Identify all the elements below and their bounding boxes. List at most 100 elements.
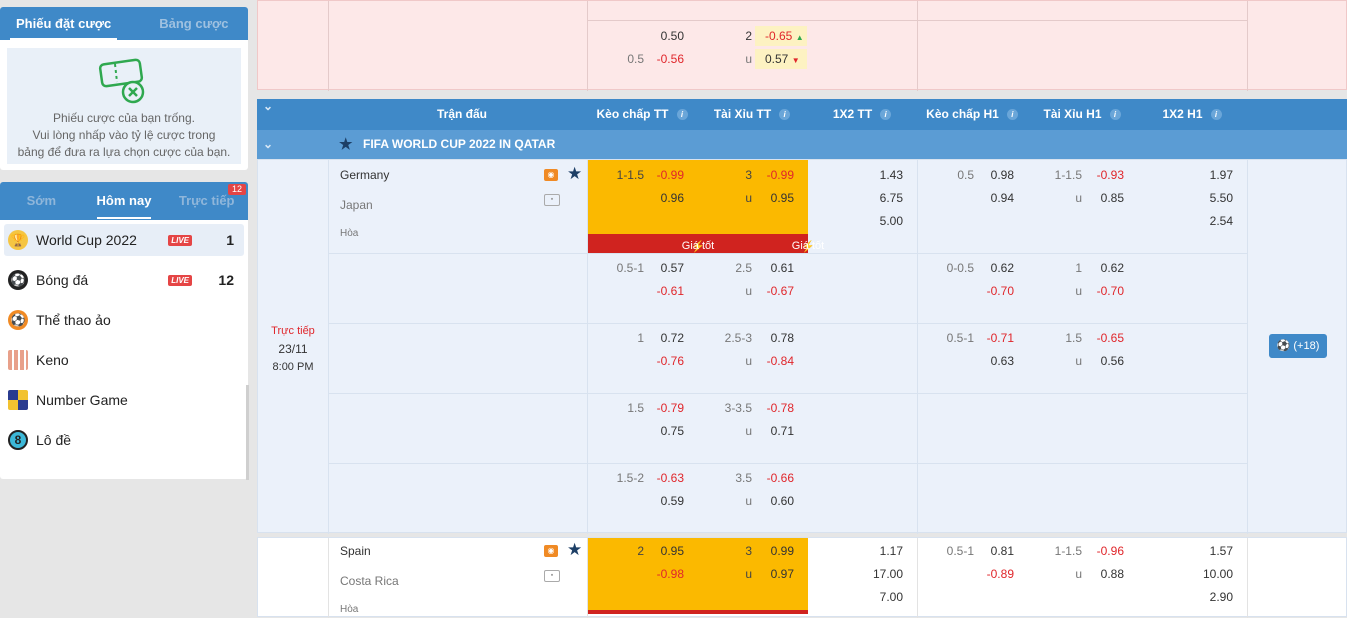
odds-value[interactable]: 0.85: [1100, 191, 1124, 205]
odds-value[interactable]: 0.94: [990, 191, 1014, 205]
odds-value[interactable]: 0.71: [770, 424, 794, 438]
odds-value[interactable]: 5.50: [1209, 191, 1233, 205]
info-icon[interactable]: i: [676, 109, 688, 120]
odds-value[interactable]: -0.89: [986, 567, 1014, 581]
odds-value[interactable]: -0.61: [656, 284, 684, 298]
odds-value[interactable]: 0.62: [990, 261, 1014, 275]
odds-value[interactable]: 0.56: [1100, 354, 1124, 368]
odds-value[interactable]: -0.56: [656, 52, 684, 66]
odds-value[interactable]: 0.63: [990, 354, 1014, 368]
odds-value[interactable]: 0.99: [770, 544, 794, 558]
odds-value[interactable]: 1.43: [879, 168, 903, 182]
odds-value[interactable]: -0.93: [1096, 168, 1124, 182]
info-icon[interactable]: i: [1210, 109, 1222, 120]
sidebar-scrollbar[interactable]: [246, 385, 249, 480]
odds-value[interactable]: 0.95: [770, 191, 794, 205]
odds-value[interactable]: 0.57: [660, 261, 684, 275]
odds-value[interactable]: 1.57: [1209, 544, 1233, 558]
odds-value[interactable]: 0.62: [1100, 261, 1124, 275]
odds-value[interactable]: 0.57 ▼: [755, 49, 807, 69]
video-icon[interactable]: ▪: [544, 194, 560, 206]
sidebar-item-keno[interactable]: Keno: [4, 340, 244, 380]
star-icon[interactable]: ★: [567, 164, 583, 183]
video-icon[interactable]: ▪: [544, 570, 560, 582]
odds-value[interactable]: 2.54: [1209, 214, 1233, 228]
draw-label: Hòa: [340, 228, 359, 239]
odds-value[interactable]: -0.76: [656, 354, 684, 368]
tab-live[interactable]: Trực tiếp: [178, 193, 235, 208]
odds-value[interactable]: 7.00: [879, 590, 903, 604]
col-hdp-h1: Kèo chấp H1 i: [917, 99, 1027, 130]
odds-value[interactable]: -0.70: [1096, 284, 1124, 298]
tab-early[interactable]: Sớm: [26, 193, 57, 208]
trophy-icon: 🏆: [8, 230, 28, 250]
odds-value[interactable]: -0.78: [766, 401, 794, 415]
info-icon[interactable]: i: [880, 109, 892, 120]
info-icon[interactable]: i: [1109, 109, 1121, 120]
tab-bet-list[interactable]: Bảng cược: [159, 16, 229, 31]
col-match: Trận đấu: [436, 107, 487, 121]
odds-value[interactable]: 0.75: [660, 424, 684, 438]
sidebar-item-world-cup[interactable]: 🏆 World Cup 2022 LIVE 1: [4, 224, 244, 256]
odds-value[interactable]: 10.00: [1202, 567, 1233, 581]
star-icon[interactable]: ★: [567, 540, 583, 559]
league-row[interactable]: ⌄ ★ FIFA WORLD CUP 2022 IN QATAR: [257, 130, 1347, 159]
main-odds-highlight: [588, 538, 808, 612]
odds-value[interactable]: -0.70: [986, 284, 1014, 298]
odds-value[interactable]: 0.95: [660, 544, 684, 558]
info-icon[interactable]: i: [1006, 109, 1018, 120]
odds-value[interactable]: 0.72: [660, 331, 684, 345]
handicap-line: 2: [637, 544, 644, 558]
odds-value[interactable]: 0.50: [660, 29, 684, 43]
odds-value[interactable]: 0.88: [1100, 567, 1124, 581]
star-icon[interactable]: ★: [339, 136, 353, 153]
odds-value[interactable]: 1.97: [1209, 168, 1233, 182]
ou-line: 1-1.5: [1054, 168, 1082, 182]
odds-value[interactable]: -0.99: [656, 168, 684, 182]
odds-value[interactable]: -0.65: [1096, 331, 1124, 345]
tab-betslip[interactable]: Phiếu đặt cược: [10, 7, 118, 40]
odds-value[interactable]: -0.96: [1096, 544, 1124, 558]
tab-today[interactable]: Hôm nay: [83, 182, 166, 220]
chevron-down-icon[interactable]: ⌄: [263, 137, 274, 151]
odds-value[interactable]: -0.63: [656, 471, 684, 485]
odds-value[interactable]: 0.78: [770, 331, 794, 345]
odds-value[interactable]: -0.79: [656, 401, 684, 415]
odds-value[interactable]: 0.61: [770, 261, 794, 275]
chevron-down-icon[interactable]: ⌄: [263, 99, 274, 113]
sidebar-item-lottery[interactable]: 8 Lô đề: [4, 420, 244, 460]
odds-value[interactable]: 0.96: [660, 191, 684, 205]
odds-value[interactable]: -0.65 ▲: [755, 26, 807, 46]
good-odds-text: Giá tốt: [791, 240, 825, 252]
odds-value[interactable]: 17.00: [872, 567, 903, 581]
match-time: Trực tiếp 23/11 8:00 PM: [258, 322, 328, 376]
under-label: u: [1075, 354, 1082, 368]
odds-value[interactable]: -0.84: [766, 354, 794, 368]
odds-value[interactable]: 6.75: [879, 191, 903, 205]
info-icon[interactable]: i: [779, 109, 791, 120]
odds-value[interactable]: -0.99: [766, 168, 794, 182]
more-markets-button[interactable]: ⚽ (+18): [1269, 334, 1327, 358]
sidebar-item-number-game[interactable]: Number Game: [4, 380, 244, 420]
odds-value[interactable]: 0.60: [770, 494, 794, 508]
table-header: ⌄ Trận đấu Kèo chấp TT i Tài Xỉu TT i 1X2 …: [257, 99, 1347, 130]
sidebar-item-virtual-sports[interactable]: ⚽ Thể thao ảo: [4, 300, 244, 340]
odds-value[interactable]: -0.66: [766, 471, 794, 485]
live-stream-icon[interactable]: ◉: [544, 169, 558, 181]
odds-value[interactable]: 2.90: [1209, 590, 1233, 604]
sidebar-item-football[interactable]: ⚽ Bóng đá LIVE 12: [4, 260, 244, 300]
odds-value[interactable]: 0.59: [660, 494, 684, 508]
under-label: u: [1075, 567, 1082, 581]
odds-value[interactable]: 0.81: [990, 544, 1014, 558]
odds-value[interactable]: -0.71: [986, 331, 1014, 345]
col-label: Tài Xỉu TT: [713, 107, 772, 121]
good-odds-bar: ⚡ Giá tốt ⚡ Giá tốt: [588, 234, 824, 253]
odds-value[interactable]: 0.97: [770, 567, 794, 581]
col-ou-h1: Tài Xỉu H1 i: [1027, 99, 1137, 130]
live-stream-icon[interactable]: ◉: [544, 545, 558, 557]
odds-value[interactable]: 5.00: [879, 214, 903, 228]
odds-value[interactable]: 1.17: [879, 544, 903, 558]
odds-value[interactable]: -0.98: [656, 567, 684, 581]
odds-value[interactable]: -0.67: [766, 284, 794, 298]
odds-value[interactable]: 0.98: [990, 168, 1014, 182]
